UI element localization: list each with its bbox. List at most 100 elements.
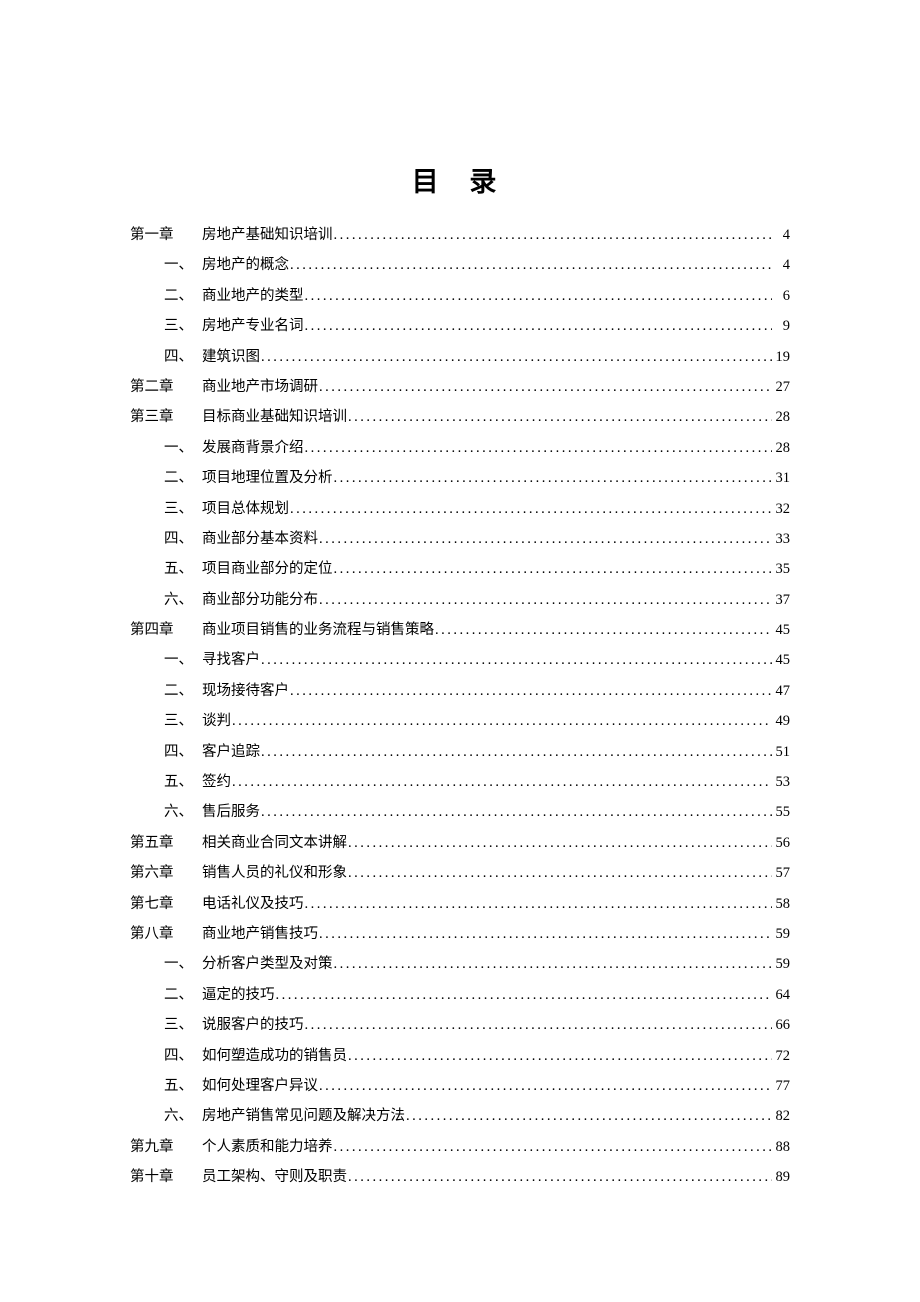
page-title: 目 录	[130, 160, 790, 199]
toc-leader-dots	[304, 1017, 773, 1034]
toc-page-number: 77	[772, 1078, 790, 1095]
toc-section-label: 三、	[164, 497, 202, 518]
toc-page-number: 59	[772, 926, 790, 943]
toc-section-label: 六、	[164, 800, 202, 821]
toc-leader-dots	[347, 409, 772, 426]
toc-row: 四、如何塑造成功的销售员72	[130, 1044, 790, 1074]
toc-chapter-label: 第九章	[130, 1135, 202, 1156]
toc-leader-dots	[289, 257, 772, 274]
toc-page-number: 64	[772, 987, 790, 1004]
toc-entry-text: 房地产销售常见问题及解决方法	[202, 1104, 405, 1125]
toc-page-number: 47	[772, 683, 790, 700]
toc-page-number: 4	[772, 227, 790, 244]
toc-row: 二、逼定的技巧64	[130, 983, 790, 1013]
toc-section-label: 二、	[164, 679, 202, 700]
toc-page-number: 59	[772, 956, 790, 973]
toc-chapter-label: 第四章	[130, 618, 202, 639]
toc-entry-text: 发展商背景介绍	[202, 436, 304, 457]
toc-section-label: 三、	[164, 314, 202, 335]
toc-page-number: 19	[772, 349, 790, 366]
toc-leader-dots	[231, 713, 772, 730]
toc-leader-dots	[304, 440, 773, 457]
toc-entry-text: 建筑识图	[202, 345, 260, 366]
toc-row: 二、现场接待客户 47	[130, 679, 790, 709]
toc-page-number: 53	[772, 774, 790, 791]
toc-leader-dots	[260, 804, 772, 821]
toc-section-label: 三、	[164, 1013, 202, 1034]
toc-leader-dots	[333, 956, 773, 973]
toc-row: 第八章商业地产销售技巧59	[130, 922, 790, 952]
toc-leader-dots	[318, 531, 772, 548]
toc-leader-dots	[333, 561, 773, 578]
toc-entry-text: 如何塑造成功的销售员	[202, 1044, 347, 1065]
toc-page-number: 27	[772, 379, 790, 396]
toc-leader-dots	[260, 744, 772, 761]
toc-section-label: 二、	[164, 983, 202, 1004]
toc-page-number: 49	[772, 713, 790, 730]
toc-page-number: 33	[772, 531, 790, 548]
toc-section-label: 四、	[164, 527, 202, 548]
toc-section-label: 二、	[164, 466, 202, 487]
toc-entry-text: 说服客户的技巧	[202, 1013, 304, 1034]
toc-row: 三、说服客户的技巧 66	[130, 1013, 790, 1043]
toc-page-number: 66	[772, 1017, 790, 1034]
toc-row: 六、房地产销售常见问题及解决方法 82	[130, 1104, 790, 1134]
toc-leader-dots	[318, 926, 772, 943]
toc-entry-text: 签约	[202, 770, 231, 791]
toc-leader-dots	[304, 288, 773, 305]
toc-row: 第二章商业地产市场调研 27	[130, 375, 790, 405]
toc-leader-dots	[231, 774, 772, 791]
toc-section-label: 六、	[164, 1104, 202, 1125]
toc-row: 二、商业地产的类型6	[130, 284, 790, 314]
toc-row: 三、谈判49	[130, 709, 790, 739]
toc-leader-dots	[304, 896, 773, 913]
toc-page-number: 4	[772, 257, 790, 274]
toc-row: 四、建筑识图19	[130, 345, 790, 375]
toc-leader-dots	[260, 652, 772, 669]
toc-entry-text: 寻找客户	[202, 648, 260, 669]
toc-page-number: 89	[772, 1169, 790, 1186]
toc-page-number: 28	[772, 409, 790, 426]
toc-entry-text: 商业地产市场调研	[202, 375, 318, 396]
toc-entry-text: 商业地产的类型	[202, 284, 304, 305]
toc-leader-dots	[347, 1169, 772, 1186]
toc-entry-text: 售后服务	[202, 800, 260, 821]
toc-row: 第三章目标商业基础知识培训28	[130, 405, 790, 435]
toc-entry-text: 商业部分功能分布	[202, 588, 318, 609]
toc-row: 六、商业部分功能分布37	[130, 588, 790, 618]
toc-chapter-label: 第六章	[130, 861, 202, 882]
toc-row: 六、售后服务55	[130, 800, 790, 830]
toc-page-number: 88	[772, 1139, 790, 1156]
toc-entry-text: 电话礼仪及技巧	[202, 892, 304, 913]
toc-leader-dots	[347, 835, 772, 852]
toc-entry-text: 房地产基础知识培训	[202, 223, 333, 244]
toc-row: 五、签约 53	[130, 770, 790, 800]
toc-leader-dots	[333, 470, 773, 487]
toc-page-number: 35	[772, 561, 790, 578]
toc-entry-text: 个人素质和能力培养	[202, 1135, 333, 1156]
toc-entry-text: 如何处理客户异议	[202, 1074, 318, 1095]
toc-page-number: 9	[772, 318, 790, 335]
toc-chapter-label: 第八章	[130, 922, 202, 943]
toc-section-label: 五、	[164, 770, 202, 791]
toc-page-number: 58	[772, 896, 790, 913]
toc-section-label: 五、	[164, 557, 202, 578]
toc-entry-text: 商业部分基本资料	[202, 527, 318, 548]
toc-leader-dots	[289, 683, 772, 700]
toc-section-label: 一、	[164, 952, 202, 973]
toc-chapter-label: 第二章	[130, 375, 202, 396]
toc-page-number: 82	[772, 1108, 790, 1125]
toc-row: 四、商业部分基本资料 33	[130, 527, 790, 557]
toc-entry-text: 项目总体规划	[202, 497, 289, 518]
toc-leader-dots	[318, 1078, 772, 1095]
toc-row: 三、项目总体规划32	[130, 497, 790, 527]
toc-entry-text: 现场接待客户	[202, 679, 289, 700]
toc-entry-text: 目标商业基础知识培训	[202, 405, 347, 426]
toc-chapter-label: 第七章	[130, 892, 202, 913]
toc-leader-dots	[333, 227, 773, 244]
toc-page-number: 45	[772, 622, 790, 639]
toc-row: 第一章房地产基础知识培训4	[130, 223, 790, 253]
toc-leader-dots	[275, 987, 773, 1004]
toc-leader-dots	[333, 1139, 773, 1156]
toc-leader-dots	[347, 865, 772, 882]
